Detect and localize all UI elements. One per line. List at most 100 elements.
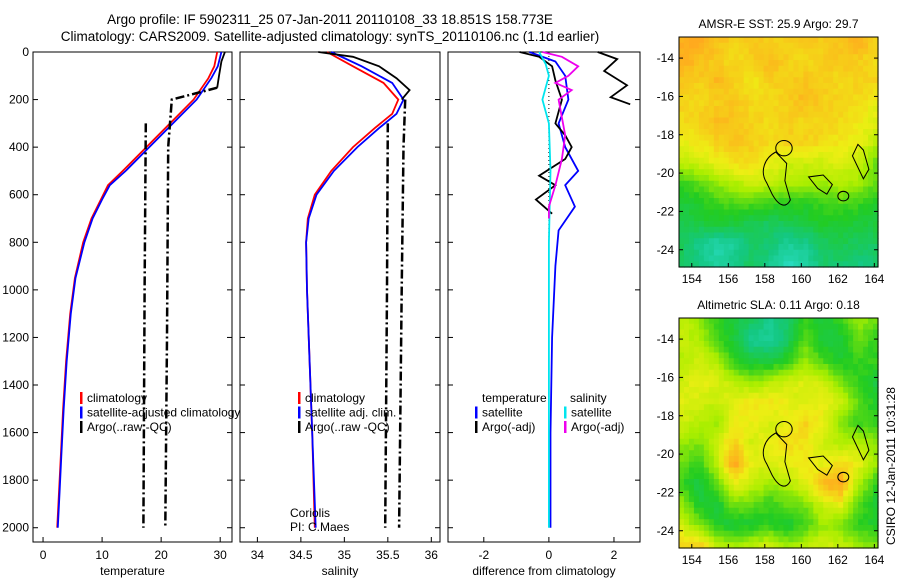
heatmap-cell [738, 37, 745, 44]
heatmap-cell [873, 444, 879, 451]
heatmap-cell [698, 525, 705, 532]
heatmap-cell [858, 100, 864, 107]
heatmap-cell [743, 106, 750, 113]
heatmap-cell [703, 226, 710, 234]
heatmap-cell [793, 77, 799, 84]
heatmap-cell [733, 180, 740, 188]
heatmap-cell [679, 60, 685, 67]
heatmap-cell [738, 192, 745, 199]
heatmap-cell [738, 100, 745, 107]
heatmap-cell [843, 421, 849, 428]
y-tick-label: 1800 [2, 473, 29, 487]
heatmap-cell [718, 542, 725, 549]
heatmap-cell [713, 255, 720, 262]
heatmap-cell [823, 123, 829, 130]
heatmap-cell [733, 140, 740, 147]
heatmap-cell [778, 456, 785, 463]
heatmap-cell [803, 323, 809, 331]
heatmap-cell [818, 490, 824, 497]
heatmap-cell [753, 77, 760, 84]
heatmap-cell [679, 100, 685, 107]
heatmap-cell [688, 375, 695, 382]
heatmap-cell [753, 323, 760, 331]
heatmap-cell [863, 111, 869, 119]
heatmap-cell [798, 209, 804, 216]
legend-swatch [564, 421, 567, 433]
heatmap-cell [743, 519, 750, 526]
heatmap-cell [828, 415, 834, 423]
heatmap-cell [818, 129, 824, 136]
heatmap-cell [783, 65, 790, 73]
heatmap-cell [793, 369, 799, 377]
heatmap-cell [733, 513, 740, 520]
heatmap-cell [823, 536, 829, 543]
heatmap-cell [868, 358, 874, 365]
heatmap-cell [853, 60, 859, 67]
heatmap-cell [763, 261, 770, 268]
heatmap-cell [703, 123, 710, 130]
heatmap-cell [783, 456, 790, 463]
heatmap-cell [768, 249, 775, 257]
heatmap-cell [793, 140, 799, 147]
heatmap-cell [798, 71, 804, 78]
heatmap-cell [828, 238, 834, 245]
heatmap-cell [763, 433, 770, 440]
heatmap-cell [758, 507, 765, 515]
heatmap-cell [679, 221, 685, 228]
heatmap-cell [753, 318, 760, 325]
heatmap-cell [723, 100, 730, 107]
legend-heading-temperature: temperature [482, 391, 547, 405]
heatmap-cell [718, 525, 725, 532]
heatmap-cell [683, 244, 690, 251]
heatmap-cell [853, 461, 859, 469]
heatmap-cell [873, 65, 879, 73]
heatmap-cell [868, 60, 874, 67]
heatmap-cell [748, 329, 755, 336]
heatmap-cell [818, 238, 824, 245]
heatmap-cell [768, 169, 775, 176]
heatmap-cell [788, 106, 795, 113]
heatmap-cell [848, 530, 854, 538]
heatmap-cell [718, 77, 725, 84]
heatmap-cell [753, 123, 760, 130]
heatmap-cell [813, 238, 819, 245]
heatmap-cell [823, 111, 829, 119]
heatmap-cell [798, 369, 804, 377]
heatmap-cell [703, 88, 710, 96]
heatmap-cell [688, 410, 695, 417]
heatmap-cell [798, 433, 804, 440]
heatmap-cell [708, 467, 715, 474]
heatmap-cell [753, 335, 760, 342]
heatmap-cell [679, 71, 685, 78]
heatmap-cell [703, 392, 710, 400]
heatmap-cell [828, 244, 834, 251]
heatmap-cell [798, 203, 804, 211]
heatmap-cell [758, 255, 765, 262]
heatmap-cell [833, 392, 839, 400]
heatmap-cell [743, 318, 750, 325]
heatmap-cell [763, 117, 770, 124]
heatmap-cell [838, 450, 844, 457]
heatmap-cell [763, 335, 770, 342]
series-line-argo-raw-qc- [164, 86, 218, 528]
heatmap-cell [828, 444, 834, 451]
heatmap-cell [763, 450, 770, 457]
heatmap-cell [788, 186, 795, 193]
heatmap-cell [803, 123, 809, 130]
heatmap-cell [738, 163, 745, 170]
heatmap-cell [833, 421, 839, 428]
heatmap-cell [768, 513, 775, 520]
heatmap-cell [688, 169, 695, 176]
heatmap-cell [698, 140, 705, 147]
heatmap-cell [688, 479, 695, 486]
heatmap-cell [818, 496, 824, 503]
heatmap-cell [748, 490, 755, 497]
heatmap-cell [683, 209, 690, 216]
heatmap-cell [718, 238, 725, 245]
heatmap-cell [703, 169, 710, 176]
heatmap-cell [728, 226, 735, 234]
heatmap-cell [728, 438, 735, 446]
heatmap-cell [828, 209, 834, 216]
heatmap-cell [833, 129, 839, 136]
heatmap-cell [713, 134, 720, 142]
